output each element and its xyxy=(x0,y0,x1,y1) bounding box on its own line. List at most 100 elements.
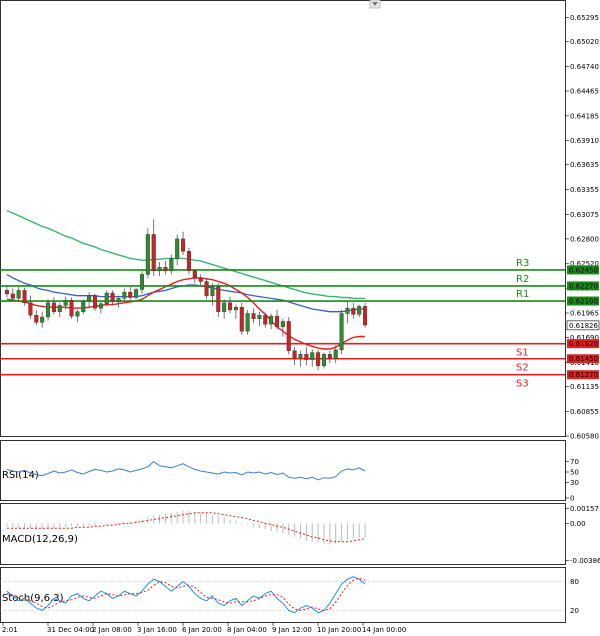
price-tick-label: 0.64740 xyxy=(570,63,599,71)
candle-body xyxy=(75,311,80,317)
level-price-box xyxy=(567,296,599,306)
level-price-label: 0.62100 xyxy=(569,298,598,306)
candle-body xyxy=(40,316,45,323)
price-tick-label: 0.64465 xyxy=(570,88,599,96)
stoch-panel-frame xyxy=(0,567,566,623)
level-price-box xyxy=(567,354,599,364)
level-name-s3: S3 xyxy=(516,379,529,390)
level-price-label: 0.61450 xyxy=(569,355,598,363)
current-price-box xyxy=(566,320,600,331)
price-panel-frame xyxy=(0,0,566,437)
time-label: 2 Jan 08:00 xyxy=(92,626,132,634)
ma-fast-line xyxy=(6,277,366,350)
candle-body xyxy=(228,302,233,311)
rsi-tick-label: 50 xyxy=(570,469,579,477)
stoch-label: Stoch(9,6,3) xyxy=(2,593,64,604)
candle-body xyxy=(69,299,74,317)
candle-body xyxy=(57,305,62,312)
candle-body xyxy=(51,302,56,312)
level-name-r3: R3 xyxy=(516,258,529,269)
stoch-tick-label: 80 xyxy=(570,578,579,586)
price-tick-label: 0.62800 xyxy=(570,235,599,243)
candle-body xyxy=(98,303,103,309)
price-tick-label: 0.62520 xyxy=(570,260,599,268)
time-label: 10 Jan 20:00 xyxy=(317,626,361,634)
candle-body xyxy=(239,307,244,332)
rsi-tick-label: 0 xyxy=(570,495,574,503)
candle-body xyxy=(333,349,338,359)
candle-body xyxy=(210,286,215,296)
candle-body xyxy=(274,315,280,327)
level-price-label: 0.61620 xyxy=(569,340,598,348)
level-name-r1: R1 xyxy=(516,289,529,300)
candle-body xyxy=(192,270,197,279)
candle-body xyxy=(304,354,309,360)
ma-slow-line xyxy=(6,209,366,300)
price-tick-label: 0.60855 xyxy=(570,408,599,416)
candle-body xyxy=(63,299,68,306)
candle-body xyxy=(87,295,92,302)
candle-body xyxy=(4,290,9,295)
candle-body xyxy=(269,315,274,325)
rsi-line xyxy=(6,460,366,481)
level-name-s2: S2 xyxy=(516,363,529,374)
candle-body xyxy=(257,315,262,319)
time-label: 6 Jan 20:00 xyxy=(182,626,222,634)
rsi-panel-frame xyxy=(0,440,566,501)
candle-body xyxy=(345,307,350,314)
level-price-box xyxy=(567,370,599,380)
candle-body xyxy=(175,238,180,259)
candle-body xyxy=(292,350,297,359)
panel-collapse-icon[interactable] xyxy=(369,0,381,9)
price-tick-label: 0.63910 xyxy=(570,137,599,145)
candle-body xyxy=(222,302,227,312)
level-price-label: 0.61270 xyxy=(569,371,598,379)
candle-body xyxy=(263,315,268,325)
time-label: 8 Jan 04:00 xyxy=(227,626,267,634)
rsi-tick-label: 70 xyxy=(570,458,579,466)
level-name-r2: R2 xyxy=(516,274,529,285)
level-price-box xyxy=(567,265,599,275)
candle-body xyxy=(10,293,15,299)
price-tick-label: 0.61135 xyxy=(570,383,599,391)
level-name-s1: S1 xyxy=(516,348,529,359)
price-tick-label: 0.65020 xyxy=(570,38,599,46)
macd-tick-label: 0.00157 xyxy=(570,505,599,513)
candle-body xyxy=(245,313,250,332)
candle-body xyxy=(92,295,98,309)
candle-body xyxy=(139,274,144,290)
candle-body xyxy=(216,286,221,312)
price-tick-label: 0.65295 xyxy=(570,14,599,22)
candle-body xyxy=(280,321,285,327)
candle-body xyxy=(357,306,362,315)
candle-body xyxy=(163,267,168,272)
level-price-box xyxy=(567,281,599,291)
level-price-label: 0.62270 xyxy=(569,282,598,290)
candle-body xyxy=(351,307,356,315)
rsi-tick-label: 30 xyxy=(570,479,579,487)
price-tick-label: 0.61690 xyxy=(570,334,599,342)
price-tick-label: 0.63355 xyxy=(570,186,599,194)
level-price-label: 0.62450 xyxy=(569,266,598,274)
macd-label: MACD(12,26,9) xyxy=(2,534,78,545)
candle-body xyxy=(28,302,33,316)
candle-body xyxy=(151,234,156,272)
candle-body xyxy=(321,354,326,367)
candle-body xyxy=(198,277,203,282)
candle-body xyxy=(22,290,27,304)
macd-tick-label: 0.00 xyxy=(570,520,586,528)
price-tick-label: 0.64185 xyxy=(570,112,599,120)
candle-body xyxy=(204,281,209,296)
candle-body xyxy=(110,292,115,303)
candle-body xyxy=(104,292,109,304)
candle-body xyxy=(298,354,303,359)
time-label: 9 Jan 12:00 xyxy=(272,626,312,634)
candle-body xyxy=(363,306,368,326)
time-label: 2:01 xyxy=(2,626,18,634)
candle-body xyxy=(46,302,51,318)
candle-body xyxy=(157,267,162,272)
candle-body xyxy=(145,234,150,275)
candle-body xyxy=(327,354,332,359)
macd-tick-label: -0.003863 xyxy=(570,557,600,565)
price-tick-label: 0.61965 xyxy=(570,310,599,318)
